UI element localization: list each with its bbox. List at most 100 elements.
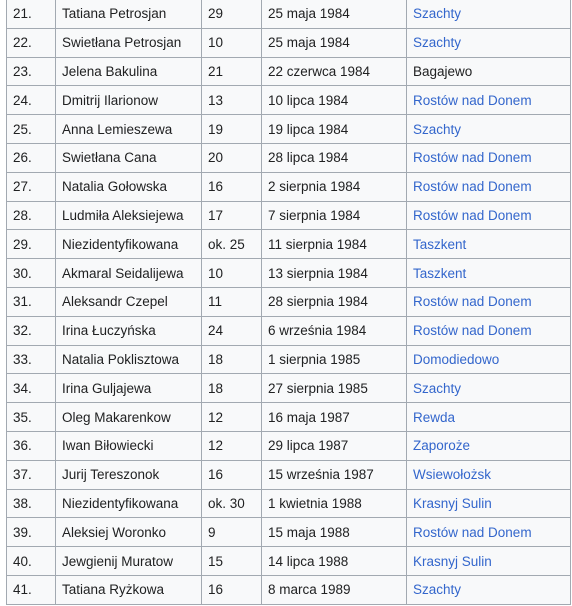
place-link[interactable]: Rostów nad Donem [413,323,532,338]
death-place-cell: Bagajewo [407,57,571,86]
row-number-cell: 36. [7,431,56,460]
death-place-cell: Zaporoże [407,431,571,460]
victim-age: 21 [208,64,223,79]
row-number: 22. [13,35,32,50]
table-row: 33. Natalia Poklisztowa 18 1 sierpnia 1985 D… [7,345,571,374]
place-link[interactable]: Rostów nad Donem [413,150,532,165]
victim-age: 11 [208,294,222,309]
death-date-cell: 15 września 1987 [262,460,407,489]
victim-name: Natalia Gołowska [62,179,167,194]
death-date: 7 sierpnia 1984 [268,208,360,223]
place-link[interactable]: Krasnyj Sulin [413,496,492,511]
row-number: 29. [13,237,32,252]
row-number-cell: 21. [7,0,56,28]
victim-age: 17 [208,208,223,223]
victim-age: 16 [208,582,223,597]
row-number-cell: 24. [7,86,56,115]
table-row: 26. Swietłana Cana 20 28 lipca 1984 Rostów n… [7,143,571,172]
place-link[interactable]: Szachty [413,582,461,597]
death-date: 28 sierpnia 1984 [268,294,368,309]
victim-age-cell: 10 [202,259,262,288]
table-row: 34. Irina Guljajewa 18 27 sierpnia 1985 Szac… [7,374,571,403]
death-place-cell: Krasnyj Sulin [407,547,571,576]
place-link[interactable]: Szachty [413,6,461,21]
row-number-cell: 38. [7,489,56,518]
row-number-cell: 41. [7,575,56,604]
victim-age-cell: 20 [202,143,262,172]
victim-name: Jelena Bakulina [62,64,157,79]
place-link[interactable]: Rostów nad Donem [413,525,532,540]
death-date: 15 maja 1988 [268,525,350,540]
death-date: 25 maja 1984 [268,35,350,50]
victim-age-cell: 19 [202,115,262,144]
death-date: 11 sierpnia 1984 [268,237,367,252]
death-date: 2 sierpnia 1984 [268,179,360,194]
victim-name-cell: Irina Guljajewa [56,374,202,403]
death-date: 14 lipca 1988 [268,554,348,569]
victim-age-cell: 13 [202,86,262,115]
row-number: 25. [13,122,32,137]
place-link[interactable]: Szachty [413,122,461,137]
row-number-cell: 30. [7,259,56,288]
place-link[interactable]: Szachty [413,381,461,396]
place-link[interactable]: Taszkent [413,237,466,252]
table-row: 38. Niezidentyfikowana ok. 30 1 kwietnia 19… [7,489,571,518]
table-row: 37. Jurij Tereszonok 16 15 września 1987 Wsi… [7,460,571,489]
place-link[interactable]: Rostów nad Donem [413,179,532,194]
row-number: 32. [13,323,32,338]
table-row: 22. Swietłana Petrosjan 10 25 maja 1984 Szac… [7,28,571,57]
row-number-cell: 40. [7,547,56,576]
death-date-cell: 19 lipca 1984 [262,115,407,144]
death-place-cell: Rostów nad Donem [407,287,571,316]
place-link[interactable]: Rostów nad Donem [413,93,532,108]
row-number: 26. [13,150,32,165]
place-link[interactable]: Rostów nad Donem [413,294,532,309]
place-link[interactable]: Rewda [413,410,455,425]
victim-name: Aleksandr Czepel [62,294,168,309]
place-link[interactable]: Taszkent [413,266,466,281]
place-link[interactable]: Wsiewołożsk [413,467,491,482]
victim-age: 10 [208,35,223,50]
victim-name-cell: Swietłana Petrosjan [56,28,202,57]
victim-name-cell: Aleksiej Woronko [56,518,202,547]
row-number: 38. [13,496,32,511]
victim-name-cell: Tatiana Ryżkowa [56,575,202,604]
place-link[interactable]: Rostów nad Donem [413,208,532,223]
victim-age-cell: 29 [202,0,262,28]
victim-age-cell: ok. 30 [202,489,262,518]
death-date-cell: 13 sierpnia 1984 [262,259,407,288]
place-link[interactable]: Szachty [413,35,461,50]
victim-name: Aleksiej Woronko [62,525,166,540]
victim-name: Niezidentyfikowana [62,237,178,252]
table-row: 35. Oleg Makarenkow 12 16 maja 1987 Rewda [7,403,571,432]
victim-name-cell: Iwan Biłowiecki [56,431,202,460]
table-row: 30. Akmaral Seidalijewa 10 13 sierpnia 1984… [7,259,571,288]
row-number: 28. [13,208,32,223]
death-date: 15 września 1987 [268,467,374,482]
place-link[interactable]: Krasnyj Sulin [413,554,492,569]
victim-age: 19 [208,122,223,137]
victim-name-cell: Swietłana Cana [56,143,202,172]
table-row: 31. Aleksandr Czepel 11 28 sierpnia 1984 Ros… [7,287,571,316]
victim-name-cell: Anna Lemieszewa [56,115,202,144]
row-number-cell: 28. [7,201,56,230]
victim-age-cell: 16 [202,575,262,604]
victim-name: Tatiana Petrosjan [62,6,166,21]
victim-age: 16 [208,467,223,482]
row-number-cell: 37. [7,460,56,489]
victim-age-cell: 16 [202,172,262,201]
place-link[interactable]: Domodiedowo [413,352,499,367]
victim-age: 24 [208,323,223,338]
victim-age-cell: 17 [202,201,262,230]
victim-name: Dmitrij Ilarionow [62,93,158,108]
death-place-cell: Rostów nad Donem [407,86,571,115]
place-link[interactable]: Zaporoże [413,438,470,453]
death-place-cell: Szachty [407,28,571,57]
row-number: 34. [13,381,32,396]
victim-name-cell: Jurij Tereszonok [56,460,202,489]
death-date-cell: 8 marca 1989 [262,575,407,604]
table-row: 41. Tatiana Ryżkowa 16 8 marca 1989 Szachty [7,575,571,604]
death-date: 22 czerwca 1984 [268,64,370,79]
row-number: 24. [13,93,32,108]
victim-name: Jurij Tereszonok [62,467,159,482]
